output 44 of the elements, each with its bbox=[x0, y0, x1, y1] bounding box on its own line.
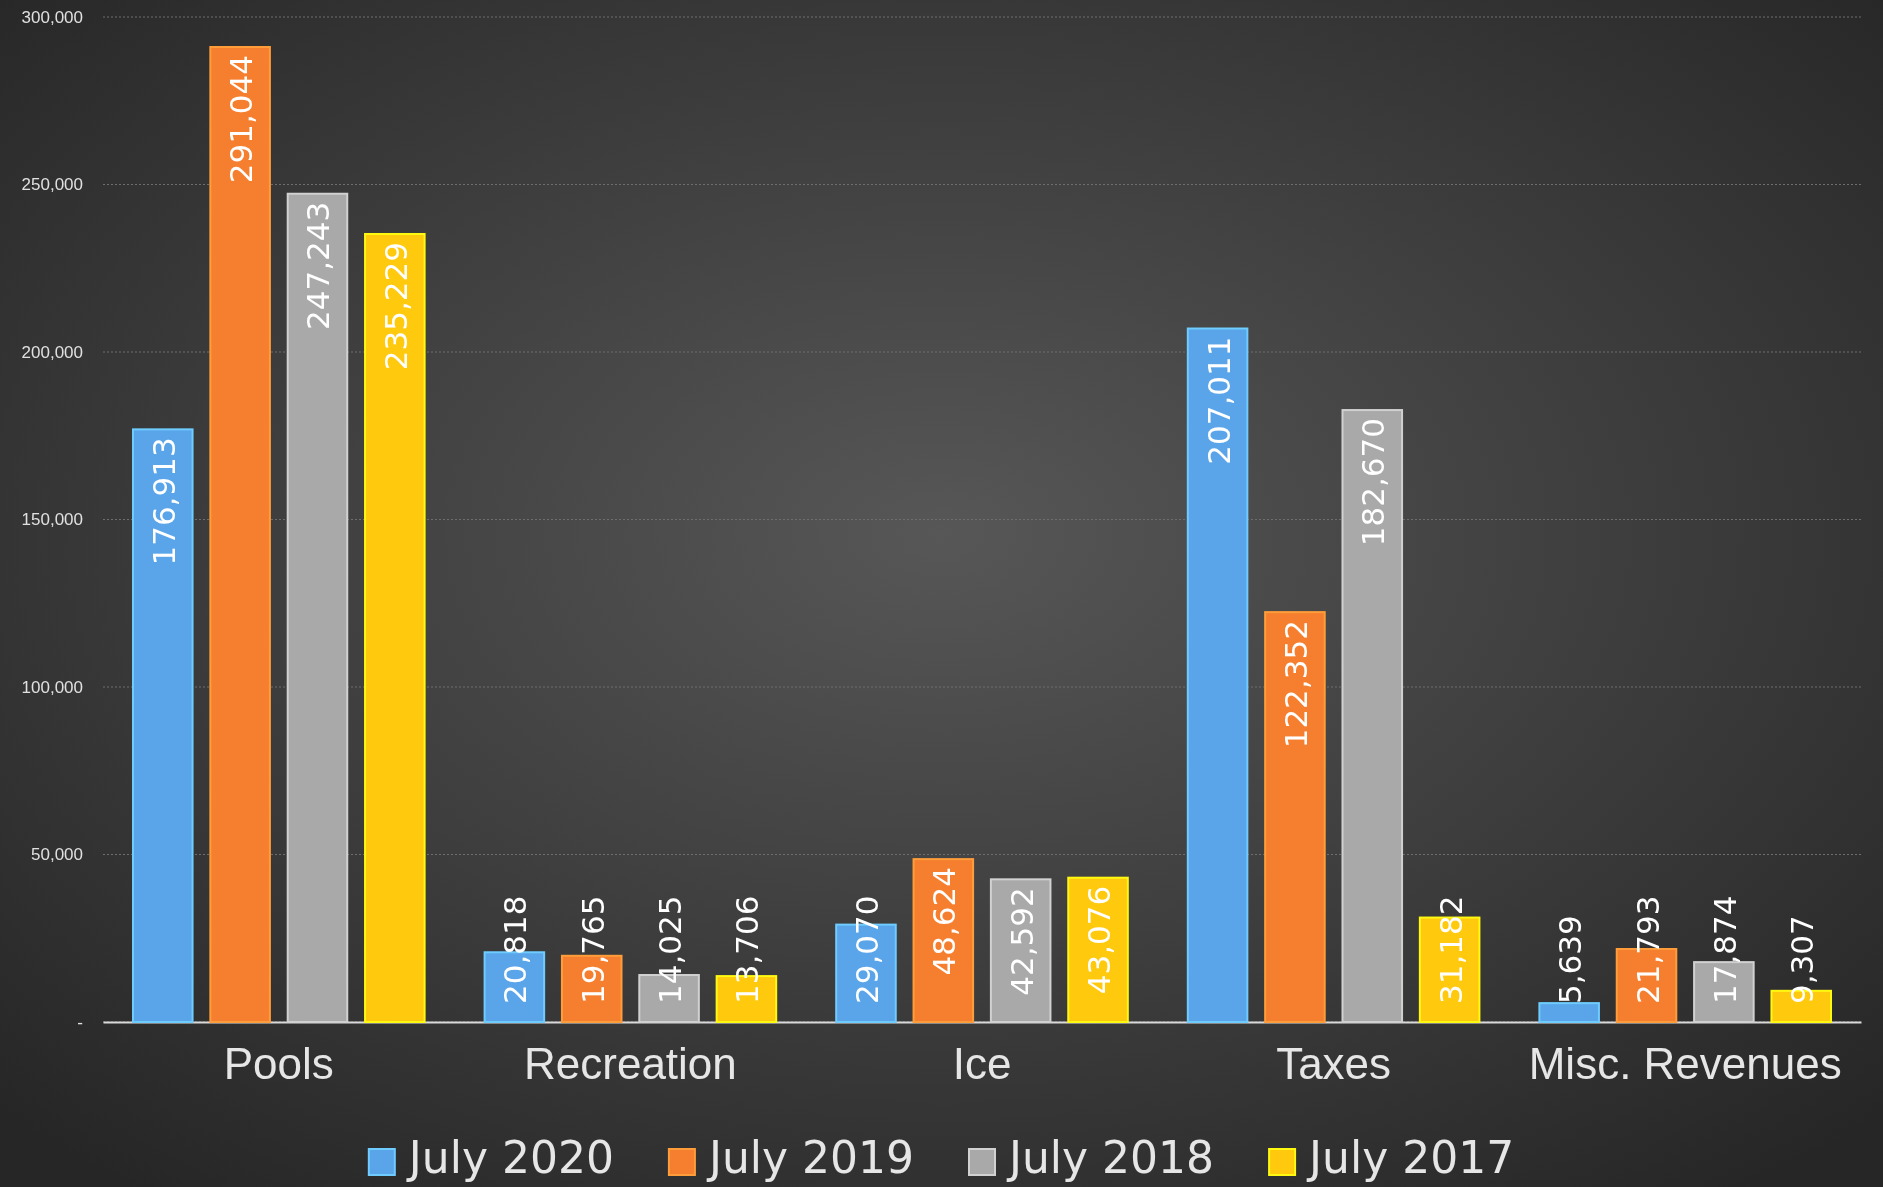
x-tick-label: Pools bbox=[223, 1039, 334, 1089]
data-label: 20,818 bbox=[497, 895, 534, 1004]
data-label: 42,592 bbox=[1003, 887, 1040, 996]
y-tick-label: 250,000 bbox=[21, 175, 83, 195]
data-label: 48,624 bbox=[926, 867, 963, 976]
data-label: 21,793 bbox=[1629, 895, 1666, 1004]
data-label: 19,765 bbox=[574, 895, 611, 1004]
data-label: 235,229 bbox=[377, 241, 414, 371]
x-tick-label: Recreation bbox=[524, 1039, 737, 1089]
data-label: 291,044 bbox=[223, 55, 260, 184]
x-tick-label: Taxes bbox=[1276, 1039, 1392, 1089]
bar bbox=[1186, 327, 1249, 1023]
legend-label: July 2020 bbox=[405, 1132, 614, 1183]
bar bbox=[912, 858, 975, 1023]
y-tick-label: 200,000 bbox=[21, 342, 83, 362]
data-label: 247,243 bbox=[300, 201, 337, 330]
y-tick-label: 100,000 bbox=[21, 677, 83, 697]
data-label: 182,670 bbox=[1355, 418, 1392, 547]
bar bbox=[1264, 611, 1326, 1023]
data-label: 31,182 bbox=[1432, 895, 1469, 1004]
data-label: 176,913 bbox=[145, 437, 182, 566]
bar bbox=[364, 232, 426, 1023]
data-label: 13,706 bbox=[729, 895, 766, 1004]
x-tick-label: Misc. Revenues bbox=[1528, 1039, 1842, 1089]
data-label: 5,639 bbox=[1552, 915, 1589, 1004]
legend-label: July 2018 bbox=[1006, 1132, 1215, 1183]
y-tick-label: - bbox=[77, 1012, 83, 1032]
data-label: 43,076 bbox=[1081, 885, 1118, 995]
data-label: 29,070 bbox=[848, 895, 885, 1004]
data-label: 9,307 bbox=[1784, 915, 1821, 1004]
x-tick-label: Ice bbox=[952, 1039, 1012, 1089]
y-tick-label: 50,000 bbox=[31, 845, 83, 865]
data-label: 122,352 bbox=[1277, 620, 1314, 749]
data-label: 17,874 bbox=[1706, 895, 1743, 1004]
bar bbox=[209, 46, 271, 1023]
y-tick-label: 150,000 bbox=[21, 510, 83, 530]
legend-label: July 2019 bbox=[705, 1132, 914, 1183]
data-label: 14,025 bbox=[652, 895, 689, 1004]
bar bbox=[1067, 876, 1129, 1023]
legend-label: July 2017 bbox=[1306, 1132, 1515, 1183]
y-tick-label: 300,000 bbox=[21, 7, 83, 27]
data-label: 207,011 bbox=[1200, 336, 1237, 465]
bar bbox=[131, 428, 194, 1023]
bar bbox=[1538, 1002, 1600, 1023]
